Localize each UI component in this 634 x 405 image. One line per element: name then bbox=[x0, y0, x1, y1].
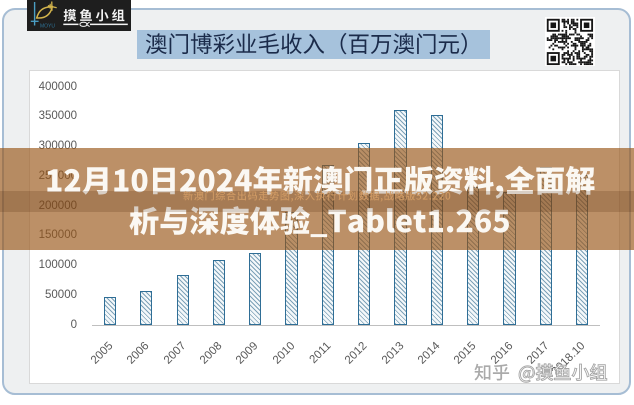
svg-text:MOYU: MOYU bbox=[40, 24, 55, 30]
